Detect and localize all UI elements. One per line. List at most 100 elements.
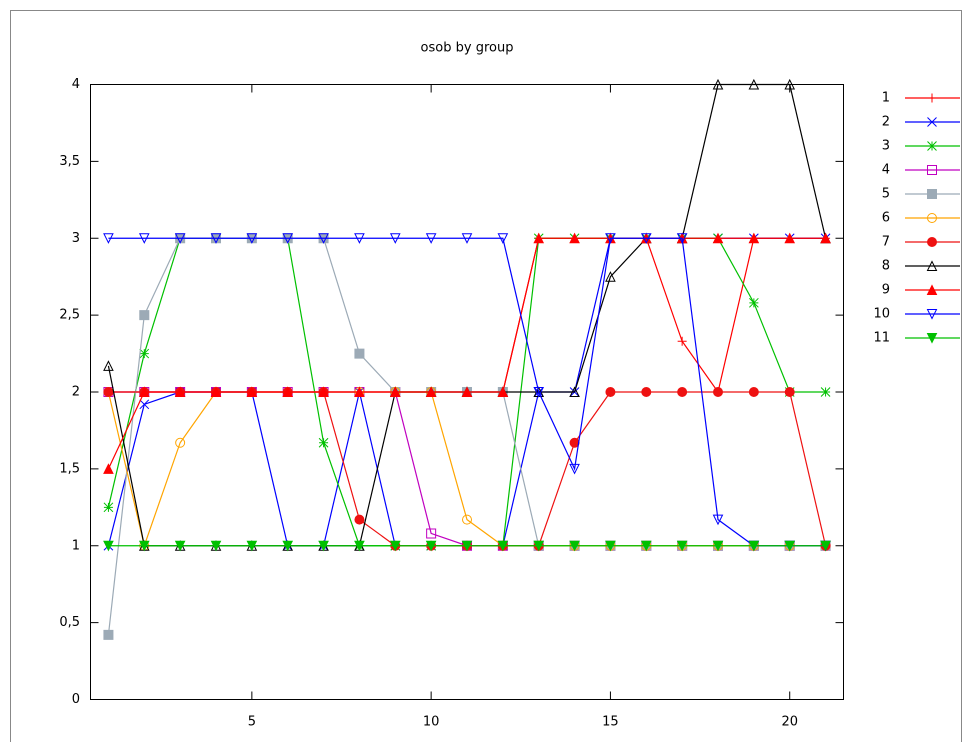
point (605, 540, 616, 552)
point (461, 386, 473, 397)
y-tick-label: 2,5 (59, 308, 80, 323)
point (497, 386, 509, 397)
point (246, 386, 258, 397)
series-line (108, 391, 826, 547)
point (676, 233, 688, 244)
legend-label: 7 (882, 235, 890, 250)
series-line (107, 83, 827, 547)
point (569, 232, 580, 244)
x-tick-label: 20 (781, 715, 798, 730)
point (174, 233, 186, 244)
point (677, 336, 687, 346)
point (784, 78, 796, 90)
legend-label: 8 (882, 259, 890, 274)
point (139, 310, 150, 321)
legend-marker (926, 284, 938, 295)
y-tick-label: 3 (72, 231, 80, 246)
point (210, 233, 222, 244)
point (138, 540, 150, 552)
x-tick-label: 15 (602, 715, 619, 730)
point (462, 514, 472, 525)
point (103, 233, 114, 244)
legend-label: 9 (882, 283, 890, 298)
point (174, 540, 186, 552)
point (282, 540, 294, 552)
y-tick-label: 0,5 (59, 615, 80, 630)
point (282, 233, 294, 244)
x-tick-label: 10 (423, 715, 440, 730)
point (354, 540, 365, 552)
point (103, 387, 114, 397)
point (139, 348, 150, 359)
point (103, 360, 114, 371)
legend-marker (927, 117, 937, 127)
point (569, 386, 580, 397)
point (246, 233, 258, 244)
legend-marker (927, 189, 937, 199)
point (605, 271, 616, 282)
point (318, 233, 329, 244)
point (139, 399, 150, 410)
point (425, 233, 437, 244)
point (749, 297, 759, 308)
point (461, 540, 473, 552)
point (354, 348, 365, 359)
point (138, 233, 150, 244)
point (820, 540, 831, 552)
point (103, 540, 114, 552)
legend-label: 1 (882, 91, 890, 106)
point (425, 386, 437, 397)
point (210, 540, 222, 552)
legend-label: 5 (882, 187, 890, 202)
point (103, 463, 114, 474)
point (497, 540, 509, 552)
y-tick-label: 3,5 (59, 154, 80, 169)
point (389, 540, 401, 552)
point (640, 233, 652, 244)
y-tick-label: 0 (72, 692, 80, 707)
point (354, 233, 365, 244)
point (175, 437, 186, 448)
point (713, 387, 723, 397)
series-line (108, 237, 826, 547)
point (676, 540, 688, 552)
point (712, 232, 724, 244)
legend-label: 11 (873, 331, 890, 346)
legend-marker (927, 213, 937, 223)
point (246, 540, 258, 552)
y-tick-label: 2 (72, 385, 80, 400)
legend-label: 2 (882, 115, 890, 130)
point (712, 540, 724, 552)
point (138, 386, 150, 397)
point (712, 514, 724, 526)
legend-marker (927, 141, 937, 151)
series-line (108, 237, 826, 394)
legend-label: 10 (873, 307, 890, 322)
point (103, 629, 114, 640)
point (354, 514, 365, 525)
point (784, 540, 796, 552)
window-frame (10, 10, 962, 742)
point (748, 387, 759, 397)
legend-marker (926, 260, 938, 271)
point (605, 233, 616, 244)
series-line (107, 391, 826, 548)
point (784, 387, 795, 397)
point (318, 386, 329, 397)
point (605, 387, 616, 397)
point (748, 540, 760, 552)
point (354, 386, 365, 397)
point (389, 386, 401, 397)
point (174, 386, 186, 397)
point (389, 233, 401, 244)
point (103, 502, 114, 513)
point (748, 78, 760, 90)
point (210, 386, 222, 397)
point (318, 437, 329, 448)
x-tick-label: 5 (248, 715, 256, 730)
legend-marker (927, 237, 937, 247)
point (282, 386, 294, 397)
chart-title: osob by group (421, 41, 514, 56)
legend-marker (926, 309, 938, 320)
